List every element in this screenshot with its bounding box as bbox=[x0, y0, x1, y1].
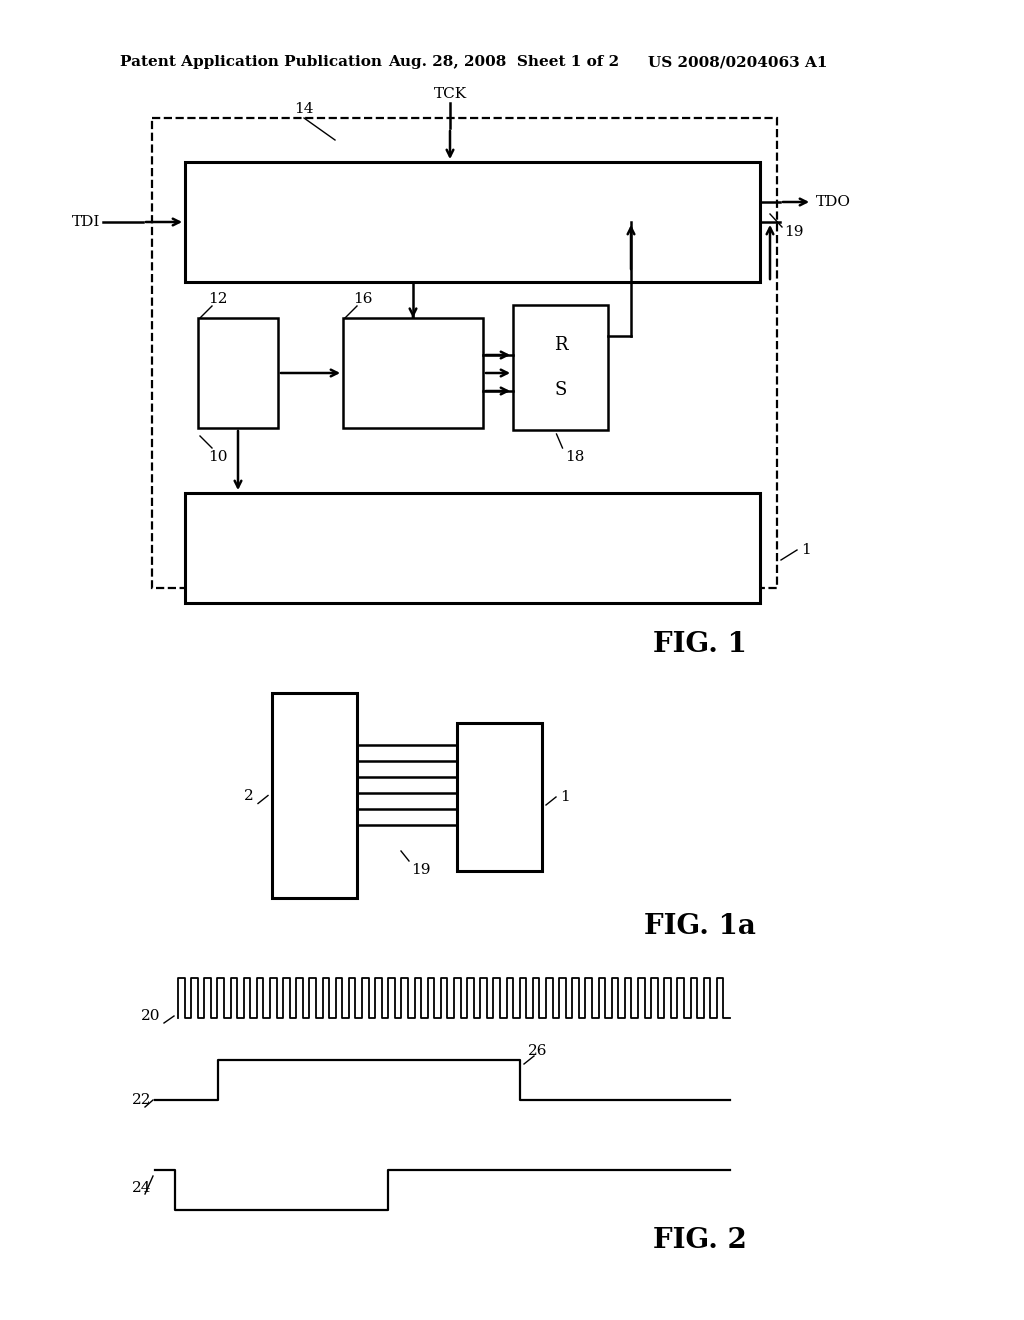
Bar bbox=[185, 162, 760, 282]
Text: 2: 2 bbox=[245, 788, 254, 803]
Text: 1: 1 bbox=[560, 789, 569, 804]
Text: FIG. 1a: FIG. 1a bbox=[644, 912, 756, 940]
Text: FIG. 2: FIG. 2 bbox=[653, 1226, 746, 1254]
Bar bbox=[152, 117, 777, 587]
Text: TCK: TCK bbox=[433, 87, 467, 102]
Bar bbox=[343, 318, 483, 428]
Text: 20: 20 bbox=[140, 1008, 160, 1023]
Bar bbox=[185, 492, 760, 603]
Text: 19: 19 bbox=[784, 224, 804, 239]
Text: 19: 19 bbox=[411, 863, 430, 876]
Bar bbox=[198, 318, 278, 428]
Text: 26: 26 bbox=[528, 1044, 548, 1059]
Text: US 2008/0204063 A1: US 2008/0204063 A1 bbox=[648, 55, 827, 69]
Bar bbox=[457, 723, 542, 871]
Text: 16: 16 bbox=[353, 292, 373, 306]
Text: Patent Application Publication: Patent Application Publication bbox=[120, 55, 382, 69]
Bar bbox=[513, 305, 608, 430]
Text: 24: 24 bbox=[131, 1181, 151, 1195]
Text: R: R bbox=[554, 337, 567, 354]
Text: 1: 1 bbox=[801, 543, 811, 557]
Text: 10: 10 bbox=[208, 450, 227, 465]
Text: S: S bbox=[554, 381, 566, 399]
Text: 12: 12 bbox=[208, 292, 227, 306]
Text: TDO: TDO bbox=[816, 195, 851, 209]
Text: TDI: TDI bbox=[72, 215, 100, 228]
Text: FIG. 1: FIG. 1 bbox=[653, 631, 746, 659]
Text: 18: 18 bbox=[565, 450, 585, 465]
Text: 22: 22 bbox=[131, 1093, 151, 1107]
Text: Aug. 28, 2008  Sheet 1 of 2: Aug. 28, 2008 Sheet 1 of 2 bbox=[388, 55, 620, 69]
Bar bbox=[272, 693, 357, 898]
Text: 14: 14 bbox=[294, 102, 313, 116]
